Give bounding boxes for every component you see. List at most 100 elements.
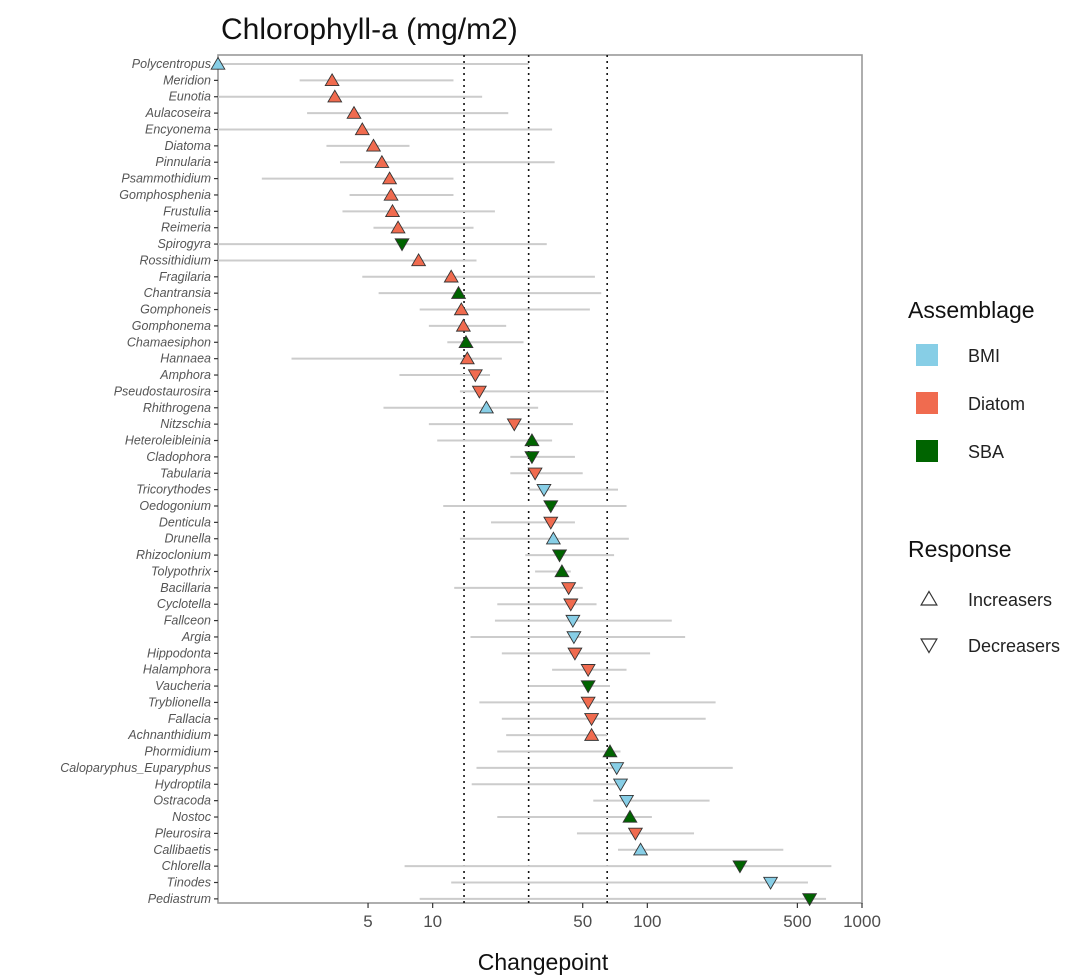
marker-chamaesiphon [458, 334, 474, 348]
marker-cyclotella [563, 598, 579, 612]
marker-diatoma [365, 138, 382, 152]
y-tick-label: Hydroptila [155, 777, 211, 791]
marker-fragilaria [443, 269, 459, 283]
y-tick-label: Fragilaria [159, 270, 211, 284]
y-tick-label: Gomphonema [132, 319, 211, 333]
marker-oedogonium [543, 500, 559, 514]
y-tick-label: Chamaesiphon [127, 335, 211, 349]
y-tick-label: Meridion [163, 73, 211, 87]
marker-meridion [324, 72, 340, 87]
y-tick-label: Hannaea [160, 352, 211, 366]
marker-chantransia [450, 285, 467, 299]
marker-pediastrum [801, 893, 818, 907]
marker-spirogyra [394, 238, 410, 252]
marker-psammothidium [381, 171, 398, 185]
legend-label-diatom: Diatom [968, 394, 1025, 414]
legend-shape-increasers [920, 590, 938, 606]
marker-tolypothrix [554, 564, 570, 578]
marker-fallceon [565, 614, 581, 628]
y-tick-label: Pseudostaurosira [114, 384, 211, 398]
y-tick-label: Ostracoda [153, 794, 211, 808]
x-axis-title: Changepoint [478, 949, 609, 975]
marker-frustulia [384, 203, 401, 217]
marker-callibaetis [632, 842, 649, 856]
y-tick-label: Callibaetis [153, 843, 211, 857]
y-tick-label: Tricorythodes [136, 483, 211, 497]
marker-hannaea [459, 351, 475, 365]
marker-denticula [543, 516, 559, 530]
marker-halamphora [580, 664, 596, 678]
marker-aulacoseira [346, 105, 362, 119]
y-tick-label: Oedogonium [139, 499, 211, 513]
legend: Assemblage BMI Diatom SBA Response Increasers… [908, 297, 1060, 656]
y-tick-label: Encyonema [145, 122, 211, 136]
marker-tinodes [762, 876, 779, 890]
y-tick-label: Reimeria [161, 221, 211, 235]
chart-title: Chlorophyll-a (mg/m2) [221, 13, 518, 46]
marker-hippodonta [567, 647, 583, 661]
legend-label-sba: SBA [968, 442, 1004, 462]
marker-argia [566, 631, 582, 645]
marker-pseudostaurosira [471, 385, 487, 399]
y-tick-label: Diatoma [164, 139, 211, 153]
y-tick-label: Gomphoneis [140, 303, 211, 317]
marker-tricorythodes [536, 483, 552, 498]
marker-gomphonema [455, 318, 471, 332]
y-tick-label: Amphora [159, 368, 211, 382]
marker-nostoc [622, 809, 638, 823]
y-tick-label: Hippodonta [147, 646, 211, 660]
legend-label-bmi: BMI [968, 346, 1000, 366]
marker-eunotia [327, 89, 343, 103]
y-tick-label: Frustulia [163, 204, 211, 218]
legend-shape-decreasers [920, 638, 938, 654]
legend-swatch-diatom [916, 392, 938, 414]
x-tick-label: 10 [423, 912, 442, 931]
plot-area: 5 10 50 100 500 1000 Polycentropus Meridion Euno… [60, 54, 881, 931]
y-tick-label: Fallceon [164, 614, 211, 628]
y-tick-label: Tinodes [167, 876, 211, 890]
y-tick-label: Polycentropus [132, 57, 211, 71]
y-tick-label: Cladophora [146, 450, 211, 464]
y-tick-label: Tabularia [160, 466, 211, 480]
y-tick-label: Caloparyphus_Euparyphus [60, 761, 211, 775]
y-tick-label: Nostoc [172, 810, 212, 824]
x-tick-label: 500 [783, 912, 811, 931]
y-tick-label: Chlorella [162, 859, 211, 873]
marker-polycentropus [210, 56, 226, 70]
x-tick-label: 50 [573, 912, 592, 931]
legend-swatch-sba [916, 440, 938, 462]
marker-amphora [467, 369, 483, 383]
y-tick-label: Nitzschia [160, 417, 211, 431]
legend-swatch-bmi [916, 344, 938, 366]
marker-achnanthidium [583, 727, 600, 741]
marker-drunella [545, 531, 561, 545]
y-tick-label: Heteroleibleinia [125, 434, 211, 448]
legend-response-title: Response [908, 536, 1012, 562]
marker-nitzschia [506, 418, 522, 432]
legend-label-decreasers: Decreasers [968, 636, 1060, 656]
y-tick-label: Rossithidium [139, 253, 211, 267]
marker-gomphoneis [453, 302, 469, 316]
marker-reimeria [390, 220, 406, 234]
marker-caloparyphus_euparyphus [609, 762, 625, 776]
marker-chlorella [732, 860, 748, 874]
y-tick-label: Gomphosphenia [119, 188, 211, 202]
y-tick-label: Halamphora [143, 663, 211, 677]
x-tick-label: 5 [363, 912, 372, 931]
y-tick-label: Rhithrogena [143, 401, 211, 415]
y-tick-label: Denticula [159, 515, 211, 529]
marker-phormidium [602, 744, 618, 758]
marker-rhithrogena [478, 400, 495, 414]
marker-fallacia [583, 713, 600, 727]
y-tick-label: Argia [181, 630, 211, 644]
marker-pinnularia [374, 154, 390, 168]
y-tick-label: Aulacoseira [145, 106, 211, 120]
marker-gomphosphenia [383, 187, 399, 201]
marker-hydroptila [612, 778, 629, 792]
marker-vaucheria [580, 680, 596, 694]
y-tick-label: Bacillaria [160, 581, 211, 595]
x-tick-label: 1000 [843, 912, 881, 931]
y-tick-label: Spirogyra [158, 237, 212, 251]
marker-tryblionella [580, 696, 596, 710]
